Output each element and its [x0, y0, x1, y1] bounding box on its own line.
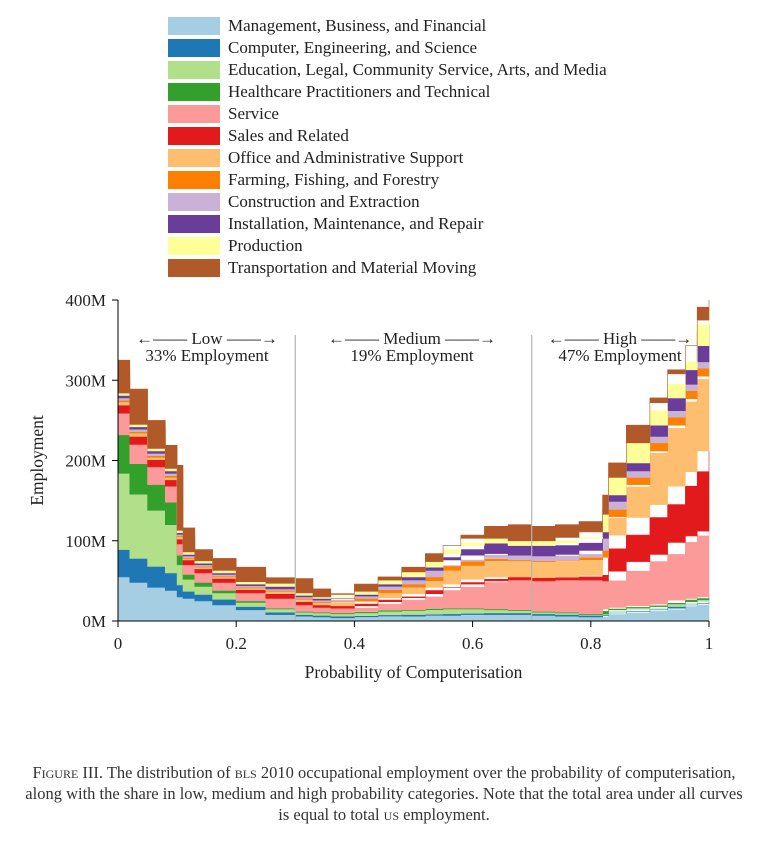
x-tick-label: 0.2 — [226, 634, 247, 653]
legend-item: Sales and Related — [168, 125, 607, 147]
legend-item: Production — [168, 235, 607, 257]
legend-item: Transportation and Material Moving — [168, 257, 607, 279]
legend-label: Computer, Engineering, and Science — [228, 38, 478, 57]
legend-swatch — [168, 127, 220, 145]
legend-label: Sales and Related — [228, 126, 349, 145]
region-share: 19% Employment — [350, 346, 474, 365]
legend-swatch — [168, 17, 220, 35]
legend-swatch — [168, 83, 220, 101]
legend-item: Service — [168, 103, 607, 125]
y-tick-label: 400M — [65, 291, 106, 310]
legend-label: Management, Business, and Financial — [228, 16, 487, 35]
legend-item: Healthcare Practitioners and Technical — [168, 81, 607, 103]
y-tick-label: 300M — [65, 371, 106, 390]
legend-swatch — [168, 193, 220, 211]
legend: Management, Business, and Financial Compu… — [168, 15, 607, 279]
region-share: 33% Employment — [145, 346, 269, 365]
region-share: 47% Employment — [558, 346, 682, 365]
x-tick-label: 1 — [705, 634, 714, 653]
x-tick-label: 0 — [114, 634, 123, 653]
legend-label: Farming, Fishing, and Forestry — [228, 170, 440, 189]
legend-swatch — [168, 39, 220, 57]
legend-label: Education, Legal, Community Service, Art… — [228, 60, 607, 79]
x-axis-label: Probability of Computerisation — [305, 662, 523, 682]
legend-item: Farming, Fishing, and Forestry — [168, 169, 607, 191]
caption-text-3: employment. — [399, 805, 490, 824]
legend-swatch — [168, 149, 220, 167]
y-axis-label: Employment — [27, 415, 47, 506]
legend-label: Transportation and Material Moving — [228, 258, 477, 277]
caption-bls: bls — [234, 763, 257, 782]
legend-swatch — [168, 171, 220, 189]
legend-swatch — [168, 237, 220, 255]
legend-swatch — [168, 259, 220, 277]
figure-caption: Figure III. The distribution of bls 2010… — [20, 762, 748, 825]
legend-item: Installation, Maintenance, and Repair — [168, 213, 607, 235]
legend-label: Service — [228, 104, 279, 123]
x-tick-label: 0.4 — [344, 634, 366, 653]
region-label: ←—— Medium ——→ — [328, 329, 496, 348]
caption-us: us — [383, 805, 399, 824]
legend-swatch — [168, 61, 220, 79]
caption-text-1: . The distribution of — [98, 763, 235, 782]
legend-item: Office and Administrative Support — [168, 147, 607, 169]
legend-label: Office and Administrative Support — [228, 148, 464, 167]
legend-item: Computer, Engineering, and Science — [168, 37, 607, 59]
caption-figure-label: Figure III — [32, 763, 99, 782]
legend-swatch — [168, 105, 220, 123]
x-tick-label: 0.8 — [580, 634, 601, 653]
y-tick-label: 0M — [82, 612, 106, 631]
caption-text-2: 2010 occupational employment over the pr… — [25, 763, 743, 824]
y-tick-label: 100M — [65, 532, 106, 551]
legend-item: Management, Business, and Financial — [168, 15, 607, 37]
legend-item: Education, Legal, Community Service, Art… — [168, 59, 607, 81]
legend-label: Production — [228, 236, 303, 255]
area-series — [117, 300, 710, 598]
x-tick-label: 0.6 — [462, 634, 483, 653]
legend-swatch — [168, 215, 220, 233]
region-label: ←—— Low ——→ — [136, 329, 278, 348]
legend-label: Installation, Maintenance, and Repair — [228, 214, 484, 233]
legend-label: Healthcare Practitioners and Technical — [228, 82, 491, 101]
chart: 0M 100M 200M 300M 400M 0 0.2 0.4 0.6 0.8 1 Probabil… — [27, 291, 714, 682]
legend-label: Construction and Extraction — [228, 192, 420, 211]
y-tick-label: 200M — [65, 452, 106, 471]
legend-item: Construction and Extraction — [168, 191, 607, 213]
region-label: ←—— High ——→ — [548, 329, 693, 348]
